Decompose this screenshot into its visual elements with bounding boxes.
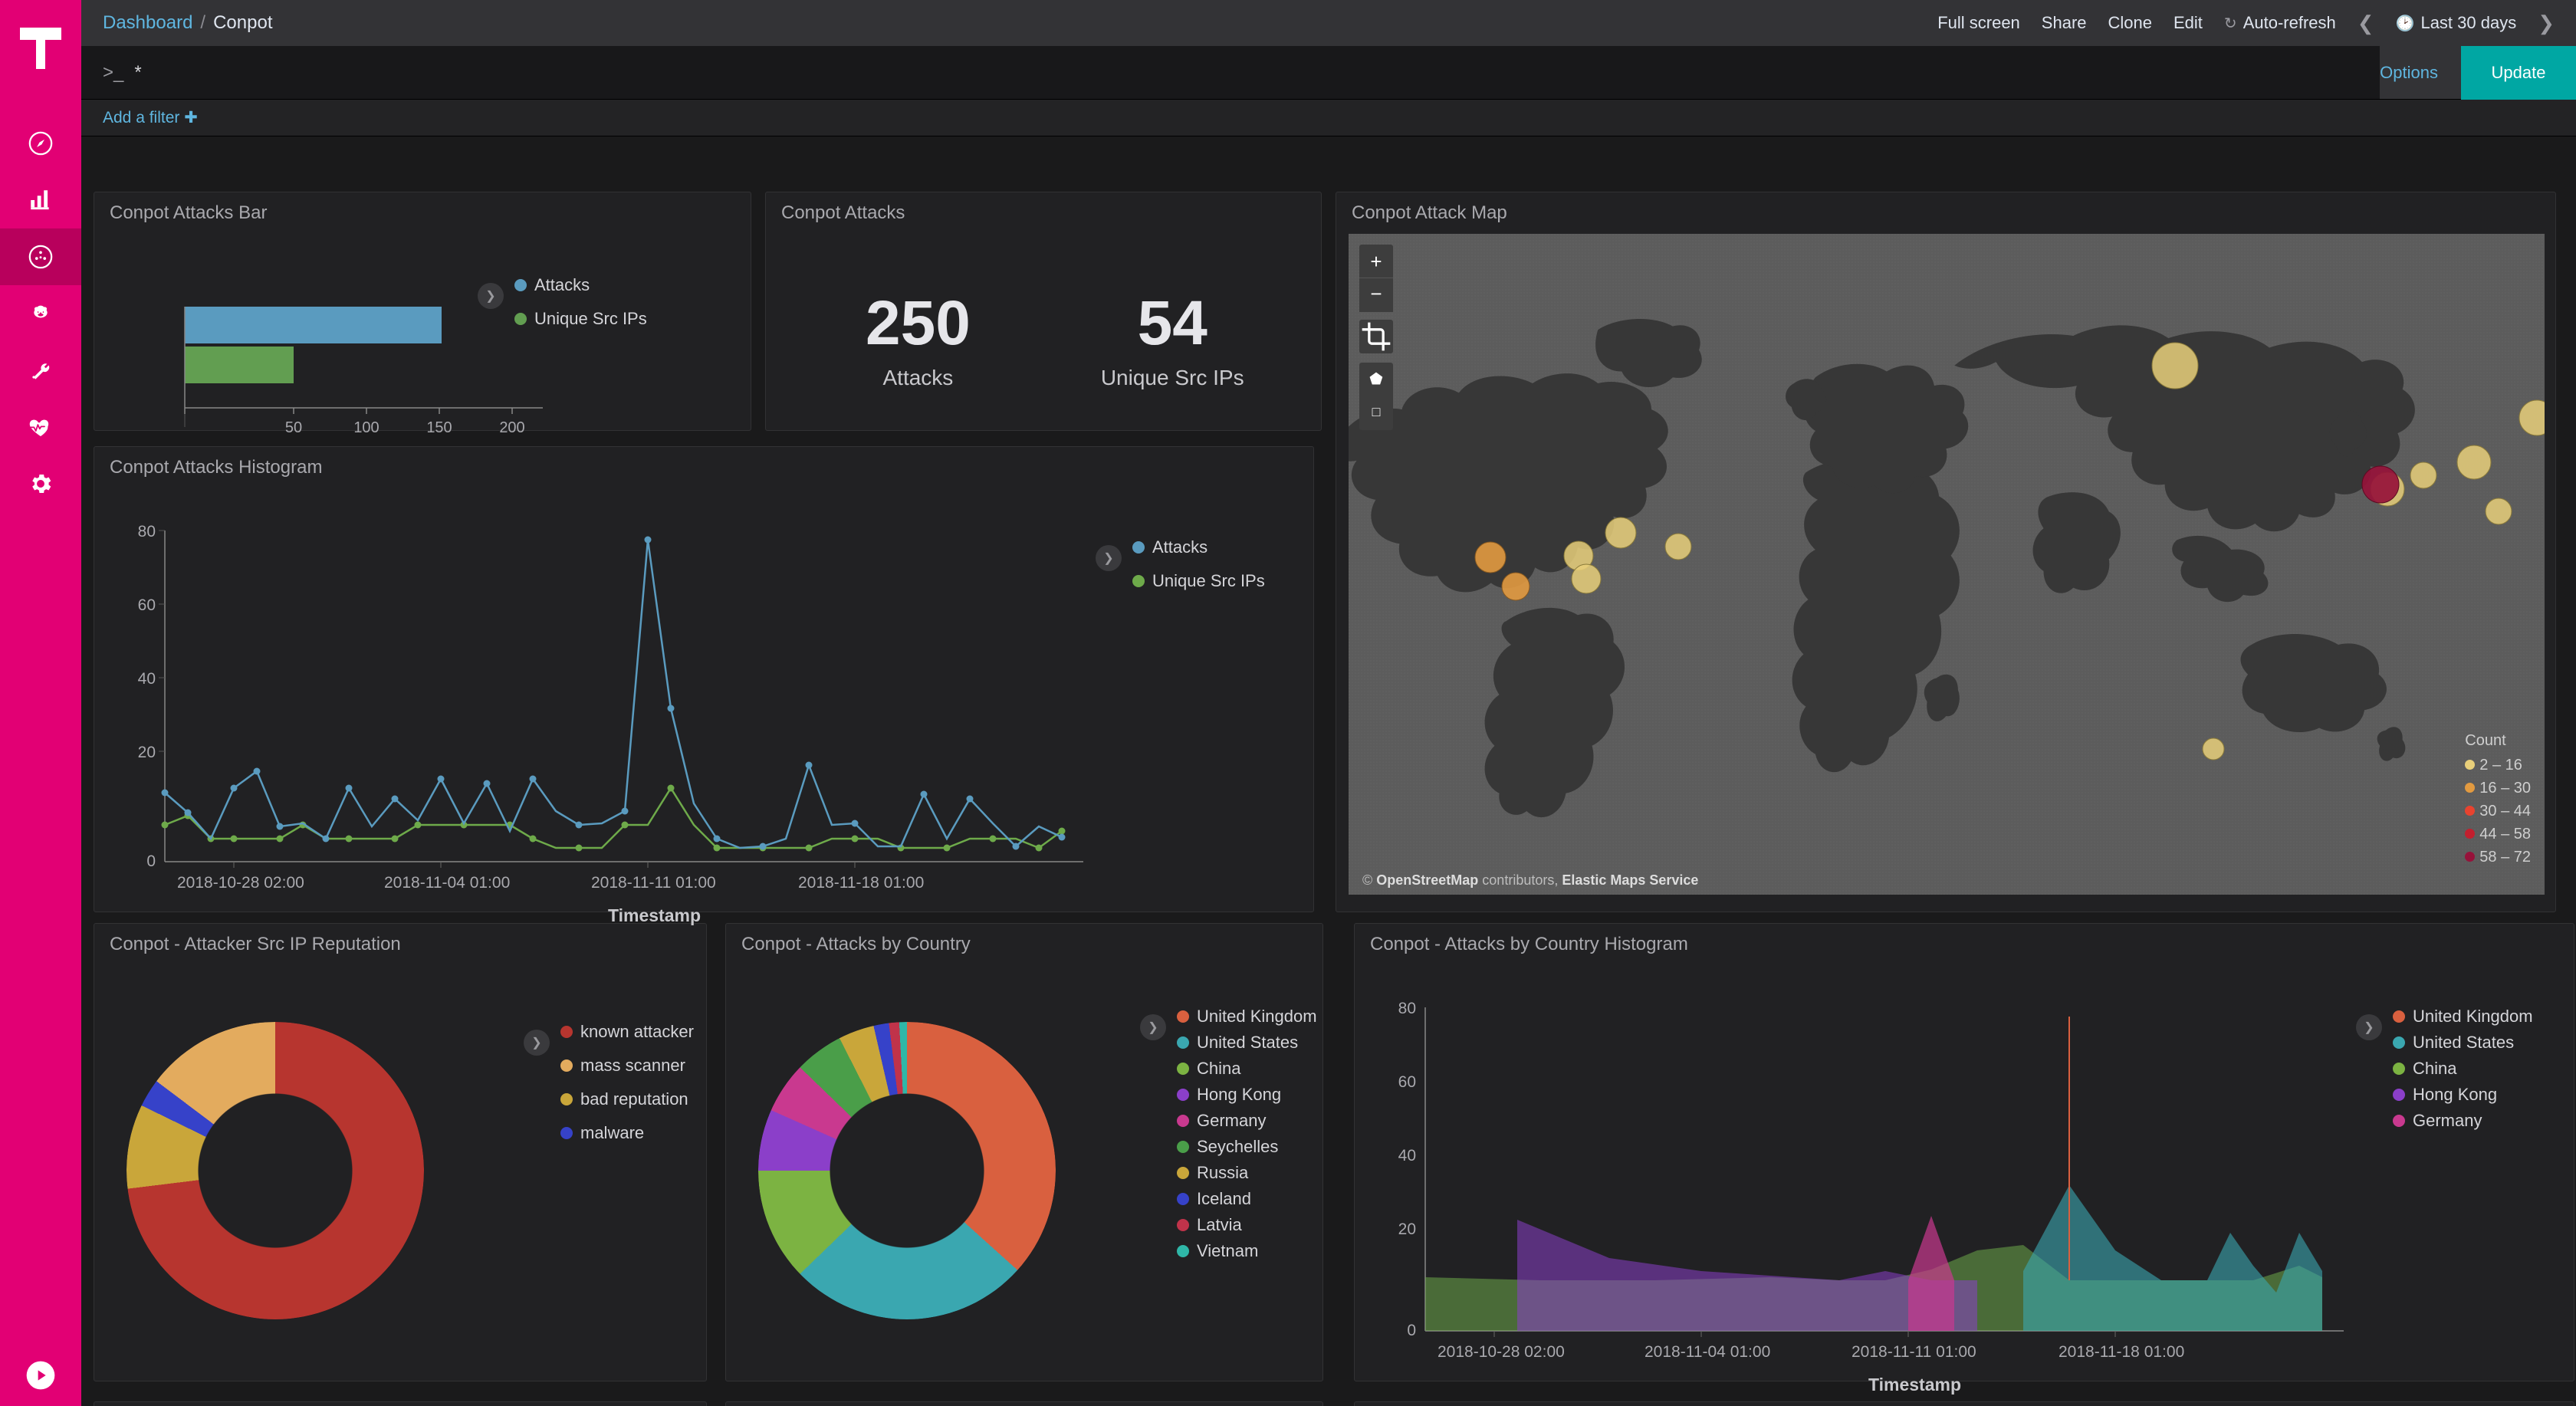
svg-text:20: 20 <box>138 744 156 761</box>
svg-text:80: 80 <box>138 523 156 540</box>
svg-text:80: 80 <box>1398 1000 1416 1017</box>
svg-text:200: 200 <box>499 419 524 436</box>
svg-text:Timestamp: Timestamp <box>608 905 701 925</box>
svg-text:2018-11-18 01:00: 2018-11-18 01:00 <box>798 874 924 892</box>
svg-text:2018-10-28 02:00: 2018-10-28 02:00 <box>177 874 304 892</box>
svg-text:150: 150 <box>426 419 452 436</box>
svg-text:50: 50 <box>285 419 302 436</box>
svg-text:60: 60 <box>1398 1073 1416 1091</box>
svg-text:2018-11-04 01:00: 2018-11-04 01:00 <box>1644 1343 1770 1361</box>
svg-text:0: 0 <box>146 852 156 870</box>
svg-text:2018-11-04 01:00: 2018-11-04 01:00 <box>384 874 510 892</box>
svg-text:100: 100 <box>353 419 379 436</box>
svg-text:2018-11-18 01:00: 2018-11-18 01:00 <box>2058 1343 2184 1361</box>
svg-text:60: 60 <box>138 596 156 614</box>
svg-text:20: 20 <box>1398 1220 1416 1238</box>
svg-text:2018-10-28 02:00: 2018-10-28 02:00 <box>1438 1343 1565 1361</box>
svg-text:0: 0 <box>1407 1322 1416 1339</box>
svg-text:2018-11-11 01:00: 2018-11-11 01:00 <box>1852 1343 1976 1361</box>
svg-text:Timestamp: Timestamp <box>1868 1375 1961 1395</box>
svg-text:40: 40 <box>138 670 156 688</box>
svg-text:2018-11-11 01:00: 2018-11-11 01:00 <box>591 874 716 892</box>
svg-text:40: 40 <box>1398 1147 1416 1165</box>
